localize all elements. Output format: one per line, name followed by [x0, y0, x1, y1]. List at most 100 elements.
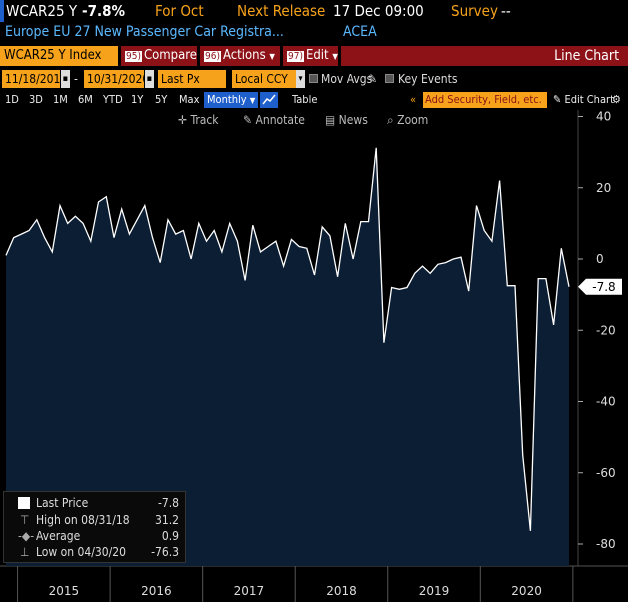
period-3d[interactable]: 3D — [29, 93, 43, 106]
chevron-down-icon[interactable]: ▾ — [296, 70, 305, 88]
actions-button[interactable]: 96) Actions ▼ — [200, 46, 280, 66]
pencil-icon[interactable]: ✎ — [368, 72, 378, 86]
compare-button[interactable]: 95) Compare — [121, 46, 197, 66]
track-label: Track — [190, 113, 219, 127]
last-change: -7.8% — [82, 2, 126, 20]
x-tick-label: 2017 — [234, 584, 265, 598]
line-chart-glyph — [262, 94, 276, 105]
collapse-icon[interactable]: « — [410, 93, 417, 106]
last-price-label: Last Price — [36, 496, 89, 510]
period-6m[interactable]: 6M — [78, 93, 93, 106]
x-tick-label: 2015 — [49, 584, 80, 598]
y-tick-label: 20 — [596, 181, 611, 195]
frequency-selector[interactable]: Monthly ▼ — [204, 92, 259, 108]
pencil-icon: ✎ — [553, 93, 562, 106]
series-line — [5, 147, 570, 531]
security-field[interactable]: WCAR25 Y Index — [0, 46, 118, 66]
legend-row-high: ⊤ High on 08/31/18 31.2 — [4, 512, 185, 528]
currency-selector[interactable]: Local CCY — [232, 70, 296, 88]
square-icon — [18, 497, 30, 509]
period: For Oct — [155, 2, 204, 20]
y-tick-label: 0 — [596, 252, 604, 266]
annotate-tool[interactable]: ✎ Annotate — [243, 112, 305, 128]
compare-number: 95) — [125, 51, 142, 62]
period-bar: 1D 3D 1M 6M YTD 1Y 5Y Max Monthly ▼ Tabl… — [0, 90, 628, 110]
low-marker-icon: ⊥ — [20, 545, 30, 559]
x-tick-label: 2018 — [326, 584, 357, 598]
key-events-label: Key Events — [398, 72, 458, 86]
high-value: 31.2 — [154, 513, 179, 527]
average-marker-icon: -◆- — [18, 529, 35, 543]
edit-button[interactable]: 97) Edit ▼ — [283, 46, 338, 66]
average-value: 0.9 — [161, 529, 179, 543]
last-value-box — [578, 278, 622, 295]
x-tick-label: 2020 — [511, 584, 542, 598]
last-value-tag: -7.8 — [578, 278, 622, 295]
chevron-down-icon: ▼ — [269, 52, 275, 61]
next-release-label: Next Release — [237, 2, 326, 20]
period-1m[interactable]: 1M — [53, 93, 68, 106]
x-tick-label: 2016 — [141, 584, 172, 598]
search-icon: ⌕ — [387, 113, 394, 127]
y-tick-label: 40 — [596, 110, 611, 124]
series-area — [6, 147, 569, 567]
date-separator: - — [74, 72, 78, 86]
track-tool[interactable]: ✛ Track — [178, 112, 219, 128]
chevron-down-icon: ▼ — [332, 52, 338, 61]
y-axis: 40 20 0 -20 -40 -60 -80 — [578, 110, 616, 551]
legend: Last Price -7.8 ⊤ High on 08/31/18 31.2 … — [3, 491, 186, 563]
line-chart-icon[interactable] — [260, 92, 278, 108]
legend-row-average: -◆- Average 0.9 — [4, 528, 185, 544]
edit-chart-label: Edit Chart — [564, 93, 614, 106]
average-label: Average — [36, 529, 81, 543]
mov-avgs-label: Mov Avgs — [321, 72, 373, 86]
zoom-label: Zoom — [397, 113, 429, 127]
period-max[interactable]: Max — [179, 93, 200, 106]
x-axis: 2015 2016 2017 2018 2019 2020 — [17, 566, 574, 602]
low-value: -76.3 — [151, 545, 179, 559]
calendar-icon[interactable]: ▪ — [61, 70, 70, 88]
field-selector[interactable]: Last Px — [158, 70, 226, 88]
end-date-field[interactable]: 10/31/2020 — [84, 70, 149, 88]
low-label: Low on 04/30/20 — [36, 545, 127, 559]
period-1y[interactable]: 1Y — [131, 93, 144, 106]
table-button[interactable]: Table — [292, 93, 318, 106]
mov-avgs-checkbox[interactable] — [309, 74, 318, 83]
controls-bar: 11/18/2014 ▪ - 10/31/2020 ▪ Last Px Loca… — [0, 69, 628, 89]
period-ytd[interactable]: YTD — [103, 93, 123, 106]
pencil-icon: ✎ — [243, 113, 253, 127]
zoom-tool[interactable]: ⌕ Zoom — [387, 112, 428, 128]
survey-label: Survey — [451, 2, 498, 20]
ticker[interactable]: WCAR25 Y — [6, 2, 78, 20]
y-tick-label: -60 — [596, 466, 616, 480]
compare-label: Compare — [143, 48, 197, 63]
edit-chart-button[interactable]: ✎ Edit Chart — [553, 92, 614, 108]
period-5y[interactable]: 5Y — [155, 93, 168, 106]
y-tick-label: -40 — [596, 395, 616, 409]
annotate-label: Annotate — [255, 113, 305, 127]
chevron-down-icon: ▼ — [249, 96, 256, 105]
actions-label: Actions — [222, 48, 266, 63]
edit-label: Edit — [305, 48, 329, 63]
headline-bar: WCAR25 Y -7.8% For Oct Next Release 17 D… — [0, 0, 628, 22]
data-source: ACEA — [343, 24, 377, 40]
calendar-icon[interactable]: ▪ — [145, 70, 154, 88]
news-icon: ▤ — [325, 113, 336, 127]
last-value-label: -7.8 — [592, 280, 615, 294]
x-tick-label: 2019 — [419, 584, 450, 598]
key-events-checkbox[interactable] — [385, 74, 394, 83]
description-bar: Europe EU 27 New Passenger Car Registra.… — [0, 22, 628, 42]
period-1d[interactable]: 1D — [5, 93, 19, 106]
news-tool[interactable]: ▤ News — [325, 112, 368, 128]
legend-row-low: ⊥ Low on 04/30/20 -76.3 — [4, 544, 185, 560]
main-toolbar: WCAR25 Y Index 95) Compare 96) Actions ▼ 9… — [0, 44, 628, 68]
actions-number: 96) — [204, 51, 221, 62]
add-security-input[interactable]: Add Security, Field, etc. — [423, 92, 547, 108]
chart-type-title: Line Chart — [341, 46, 628, 66]
gear-icon[interactable]: ⚙ — [612, 93, 621, 106]
legend-row-last: Last Price -7.8 — [4, 495, 185, 511]
selection-marker — [0, 0, 4, 22]
news-label: News — [338, 113, 368, 127]
start-date-field[interactable]: 11/18/2014 — [2, 70, 67, 88]
